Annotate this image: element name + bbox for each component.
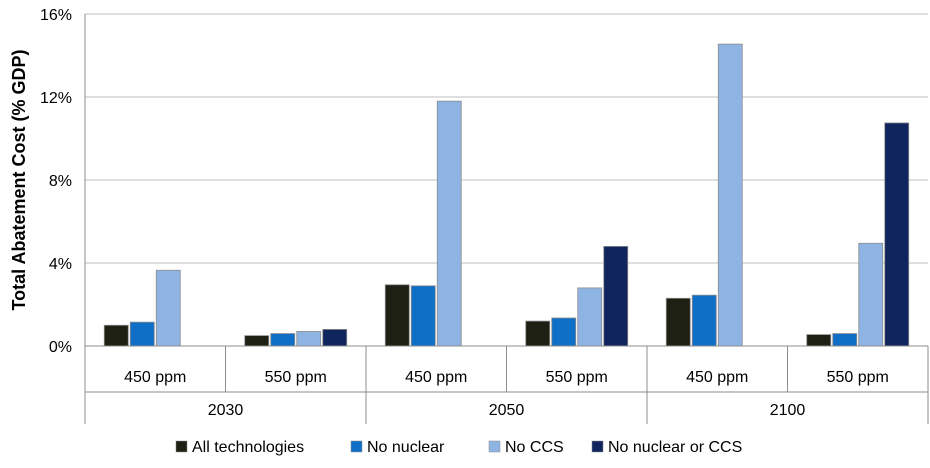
y-tick-label: 16% xyxy=(40,7,72,24)
x-category-label: 550 ppm xyxy=(546,369,608,386)
bar xyxy=(244,335,270,347)
x-category-label: 550 ppm xyxy=(265,369,327,386)
legend-swatch xyxy=(488,440,501,453)
bar xyxy=(551,317,577,347)
bar xyxy=(322,328,348,347)
bar xyxy=(884,122,910,347)
bar xyxy=(525,320,551,347)
legend-label: All technologies xyxy=(192,439,304,456)
bar xyxy=(436,100,462,347)
legend-label: No nuclear or CCS xyxy=(608,439,742,456)
bar xyxy=(806,334,832,347)
legend-swatch xyxy=(350,440,363,453)
bar xyxy=(270,333,296,347)
bar xyxy=(577,287,603,347)
bar xyxy=(129,321,155,347)
x-category-labels: 450 ppm 550 ppm 2030 450 ppm 550 ppm 2050 450 … xyxy=(124,369,889,419)
y-tick-label: 0% xyxy=(49,339,72,356)
x-category-label: 450 ppm xyxy=(686,369,748,386)
x-category-label: 550 ppm xyxy=(827,369,889,386)
gridlines xyxy=(85,13,928,264)
bar xyxy=(832,333,858,347)
bar xyxy=(665,297,691,347)
y-tick-labels: 0% 4% 8% 12% 16% xyxy=(40,7,72,356)
bar xyxy=(155,269,181,347)
bar xyxy=(603,245,629,347)
y-axis-label: Total Abatement Cost (% GDP) xyxy=(9,49,29,310)
bar xyxy=(296,331,322,347)
x-group-label: 2030 xyxy=(208,402,244,419)
legend: All technologies No nuclear No CCS No nucle… xyxy=(175,439,742,456)
axes xyxy=(84,14,929,424)
bars xyxy=(103,43,910,347)
x-category-label: 450 ppm xyxy=(124,369,186,386)
bar xyxy=(103,324,129,347)
legend-label: No CCS xyxy=(505,439,564,456)
bar xyxy=(717,43,743,347)
y-tick-label: 4% xyxy=(49,256,72,273)
x-category-label: 450 ppm xyxy=(405,369,467,386)
legend-label: No nuclear xyxy=(367,439,445,456)
x-group-label: 2050 xyxy=(489,402,525,419)
bar xyxy=(691,294,717,347)
legend-swatch xyxy=(591,440,604,453)
bar xyxy=(384,284,410,347)
x-group-label: 2100 xyxy=(770,402,806,419)
y-tick-label: 12% xyxy=(40,90,72,107)
bar xyxy=(858,242,884,347)
legend-swatch xyxy=(175,440,188,453)
bar xyxy=(410,285,436,347)
y-tick-label: 8% xyxy=(49,173,72,190)
